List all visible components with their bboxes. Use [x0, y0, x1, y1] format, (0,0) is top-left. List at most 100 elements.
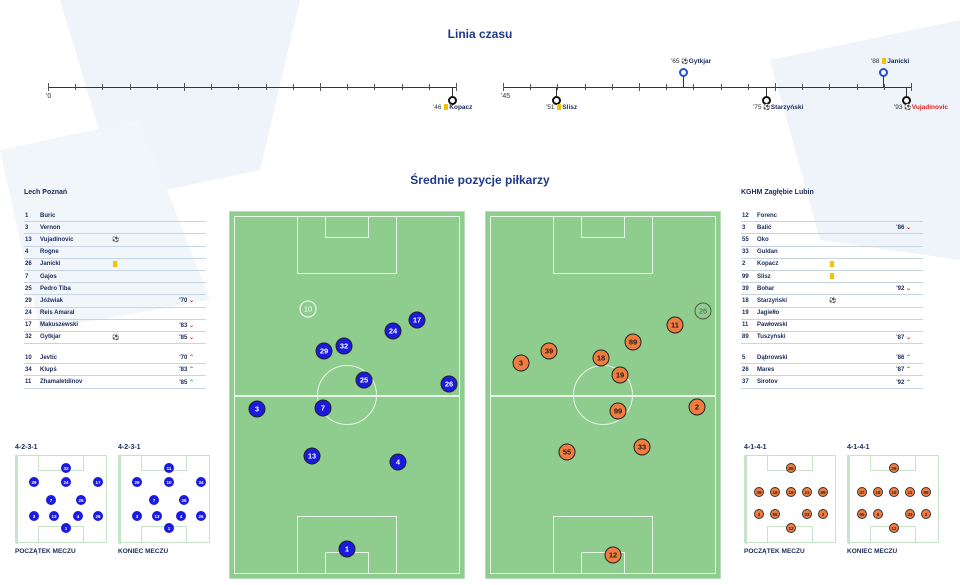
- formation-player-marker: 5: [873, 509, 883, 519]
- player-name: Rogne: [40, 249, 59, 256]
- timeline-tick: [775, 83, 776, 91]
- player-name: Makuszewski: [40, 322, 79, 329]
- player-marker[interactable]: 33: [633, 438, 651, 456]
- formation-player-marker: 12: [889, 523, 899, 533]
- player-row[interactable]: 17 Makuszewski '83 ⌄: [24, 320, 206, 332]
- timeline-tick: [693, 84, 695, 90]
- formation-player-marker: 7: [46, 495, 56, 505]
- player-row[interactable]: 18 Starzyński ⚽: [741, 295, 923, 308]
- player-marker[interactable]: 3: [512, 354, 530, 372]
- player-name: Jóźwiak: [40, 297, 64, 304]
- event-stem: [556, 88, 557, 100]
- formation-player-marker: 55: [857, 509, 867, 519]
- away-end-formation: 26 37 18 19 11 99 55 5 33 2 12: [847, 455, 939, 544]
- player-marker[interactable]: 29: [315, 342, 333, 360]
- player-number: 26: [25, 261, 32, 268]
- timeline-tick: [611, 84, 613, 90]
- player-row[interactable]: 37 Sirotov '92 ⌃: [741, 376, 923, 389]
- player-row[interactable]: 55 Oko: [741, 234, 923, 247]
- timeline-tick: [747, 84, 749, 90]
- ball-icon: ⚽: [112, 334, 120, 341]
- player-row[interactable]: 25 Pedro Tiba: [24, 283, 206, 296]
- event-vujadinovic: '93 ⚽Vujadinovic: [894, 104, 949, 112]
- timeline-tick: [584, 84, 586, 90]
- player-row[interactable]: 13 Vujadinovic ⚽: [24, 234, 206, 247]
- player-row[interactable]: 34 Klupś '83 ⌃: [24, 364, 206, 377]
- timeline-tick: [184, 83, 185, 91]
- player-number: 19: [742, 310, 749, 317]
- player-marker[interactable]: 10: [299, 300, 317, 318]
- mini-pitch-line: [16, 456, 18, 544]
- player-marker[interactable]: 19: [611, 366, 629, 384]
- player-marker[interactable]: 26: [440, 375, 458, 393]
- player-marker[interactable]: 3: [248, 400, 266, 418]
- player-marker[interactable]: 11: [666, 316, 684, 334]
- player-row[interactable]: 24 Reis Amaral: [24, 308, 206, 320]
- player-marker[interactable]: 99: [609, 402, 627, 420]
- player-row[interactable]: 26 Janicki: [24, 259, 206, 271]
- player-marker[interactable]: 13: [303, 447, 321, 465]
- player-name: Tuszyński: [757, 334, 786, 341]
- player-name: Gajos: [40, 273, 57, 280]
- player-row[interactable]: 39 Bohar '92 ⌄: [741, 283, 923, 296]
- timeline-tick: [401, 84, 403, 90]
- player-marker[interactable]: 55: [558, 443, 576, 461]
- player-marker[interactable]: 12: [604, 546, 622, 564]
- player-marker[interactable]: 18: [592, 349, 610, 367]
- substitution-minute: '70 ⌄: [179, 298, 194, 305]
- timeline-first-half: '0: [46, 83, 457, 100]
- formation-player-marker: 12: [786, 523, 796, 533]
- player-name: Guldan: [757, 249, 778, 256]
- player-number: 1: [25, 212, 29, 219]
- player-row[interactable]: 7 Gajos: [24, 271, 206, 284]
- player-row[interactable]: 3 Balić '86 ⌄: [741, 222, 923, 235]
- player-marker[interactable]: 89: [624, 333, 642, 351]
- event-marker[interactable]: [879, 68, 888, 77]
- player-row[interactable]: 3 Vernon: [24, 222, 206, 235]
- player-marker[interactable]: 17: [408, 311, 426, 329]
- player-marker[interactable]: 32: [335, 337, 353, 355]
- timeline-tick: [211, 84, 213, 90]
- player-marker[interactable]: 7: [314, 399, 332, 417]
- event-marker[interactable]: [679, 68, 688, 77]
- player-row[interactable]: 12 Forenc: [741, 210, 923, 223]
- player-row[interactable]: 2 Kopacz: [741, 259, 923, 271]
- player-row[interactable]: 19 Jagiełło: [741, 308, 923, 320]
- player-number: 55: [742, 236, 749, 243]
- home-end-formation: 11 29 10 34 7 25 3 13 4 26 1: [118, 455, 210, 544]
- player-number: 12: [742, 212, 749, 219]
- player-row[interactable]: 26 Mares '87 ⌃: [741, 364, 923, 377]
- timeline-tick: [802, 84, 804, 90]
- player-marker[interactable]: 4: [389, 453, 407, 471]
- event-marker[interactable]: [902, 96, 911, 105]
- player-marker[interactable]: 39: [540, 342, 558, 360]
- player-row[interactable]: 1 Buric: [24, 210, 206, 223]
- player-marker[interactable]: 1: [338, 540, 356, 558]
- player-marker[interactable]: 25: [355, 371, 373, 389]
- player-name: Janicki: [40, 261, 61, 268]
- home-end-caption: KONIEC MECZU: [118, 548, 169, 555]
- player-row[interactable]: 11 Pawłowski: [741, 320, 923, 332]
- player-row[interactable]: 99 Slisz: [741, 271, 923, 284]
- player-row[interactable]: 32 Gytkjar ⚽ '85 ⌄: [24, 332, 206, 345]
- player-row[interactable]: 10 Jevtic '70 ⌃: [24, 352, 206, 365]
- player-marker[interactable]: 24: [384, 322, 402, 340]
- player-row[interactable]: 11 Zhamaletdinov '85 ⌃: [24, 376, 206, 389]
- player-name: Reis Amaral: [40, 310, 75, 317]
- event-marker[interactable]: [448, 96, 457, 105]
- timeline-tick: [265, 84, 267, 90]
- player-number: 5: [742, 354, 746, 361]
- event-marker[interactable]: [762, 96, 771, 105]
- formation-player-marker: 4: [73, 511, 83, 521]
- player-row[interactable]: 29 Jóźwiak '70 ⌄: [24, 295, 206, 308]
- player-row[interactable]: 89 Tuszyński '87 ⌄: [741, 332, 923, 345]
- player-marker[interactable]: 2: [688, 398, 706, 416]
- player-row[interactable]: 4 Rogne: [24, 247, 206, 259]
- player-row[interactable]: 5 Dąbrowski '86 ⌃: [741, 352, 923, 365]
- event-marker[interactable]: [552, 96, 561, 105]
- player-number: 3: [742, 224, 746, 231]
- formation-player-marker: 2: [818, 509, 828, 519]
- player-row[interactable]: 33 Guldan: [741, 247, 923, 259]
- event-stem: [766, 88, 767, 100]
- player-marker[interactable]: 26: [694, 302, 712, 320]
